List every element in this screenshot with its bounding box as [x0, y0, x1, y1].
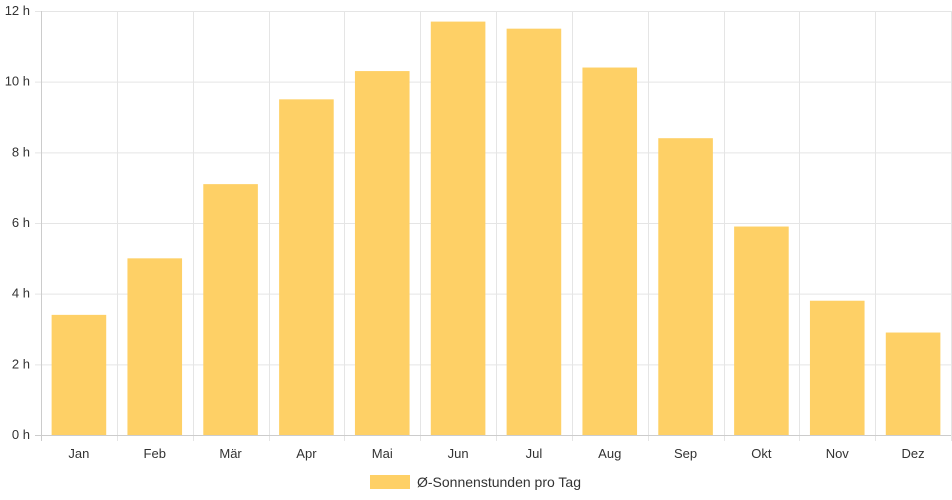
- x-tick-label: Jul: [526, 446, 543, 461]
- bars: [51, 21, 941, 436]
- bar-apr[interactable]: [279, 99, 334, 435]
- x-axis-ticks: Jan Feb Mär Apr Mai Jun Jul Aug Sep Okt Nov Dez: [68, 446, 924, 461]
- x-tick-label: Apr: [296, 446, 317, 461]
- y-tick-label: 8 h: [12, 144, 30, 159]
- bar-sep[interactable]: [658, 138, 713, 435]
- bar-okt[interactable]: [734, 226, 789, 435]
- x-tick-label: Mai: [372, 446, 393, 461]
- y-tick-label: 4 h: [12, 286, 30, 301]
- x-tick-label: Jun: [448, 446, 469, 461]
- y-tick-label: 12 h: [5, 3, 30, 18]
- bar-mär[interactable]: [203, 184, 258, 435]
- bar-dez[interactable]: [885, 332, 941, 435]
- x-tick-label: Nov: [826, 446, 850, 461]
- x-tick-label: Aug: [598, 446, 621, 461]
- bar-jul[interactable]: [506, 28, 562, 436]
- bar-feb[interactable]: [127, 258, 183, 435]
- y-tick-label: 2 h: [12, 356, 30, 371]
- y-axis-ticks: 0 h 2 h 4 h 6 h 8 h 10 h 12 h: [5, 3, 30, 442]
- x-tick-label: Okt: [751, 446, 772, 461]
- bar-mai[interactable]: [354, 71, 410, 436]
- y-tick-label: 6 h: [12, 215, 30, 230]
- y-tick-label: 10 h: [5, 74, 30, 89]
- x-tick-label: Dez: [902, 446, 925, 461]
- x-tick-label: Sep: [674, 446, 697, 461]
- x-tick-label: Feb: [144, 446, 166, 461]
- x-tick-label: Jan: [68, 446, 89, 461]
- legend-swatch[interactable]: [370, 475, 410, 489]
- bar-nov[interactable]: [809, 300, 865, 435]
- bar-aug[interactable]: [582, 67, 638, 436]
- x-tick-label: Mär: [219, 446, 242, 461]
- legend[interactable]: Ø-Sonnenstunden pro Tag: [370, 474, 581, 490]
- bar-jan[interactable]: [51, 314, 107, 435]
- bar-jun[interactable]: [430, 21, 486, 435]
- grid-lines: [35, 11, 952, 441]
- legend-label[interactable]: Ø-Sonnenstunden pro Tag: [417, 474, 581, 490]
- y-tick-label: 0 h: [12, 427, 30, 442]
- axes: [35, 11, 951, 441]
